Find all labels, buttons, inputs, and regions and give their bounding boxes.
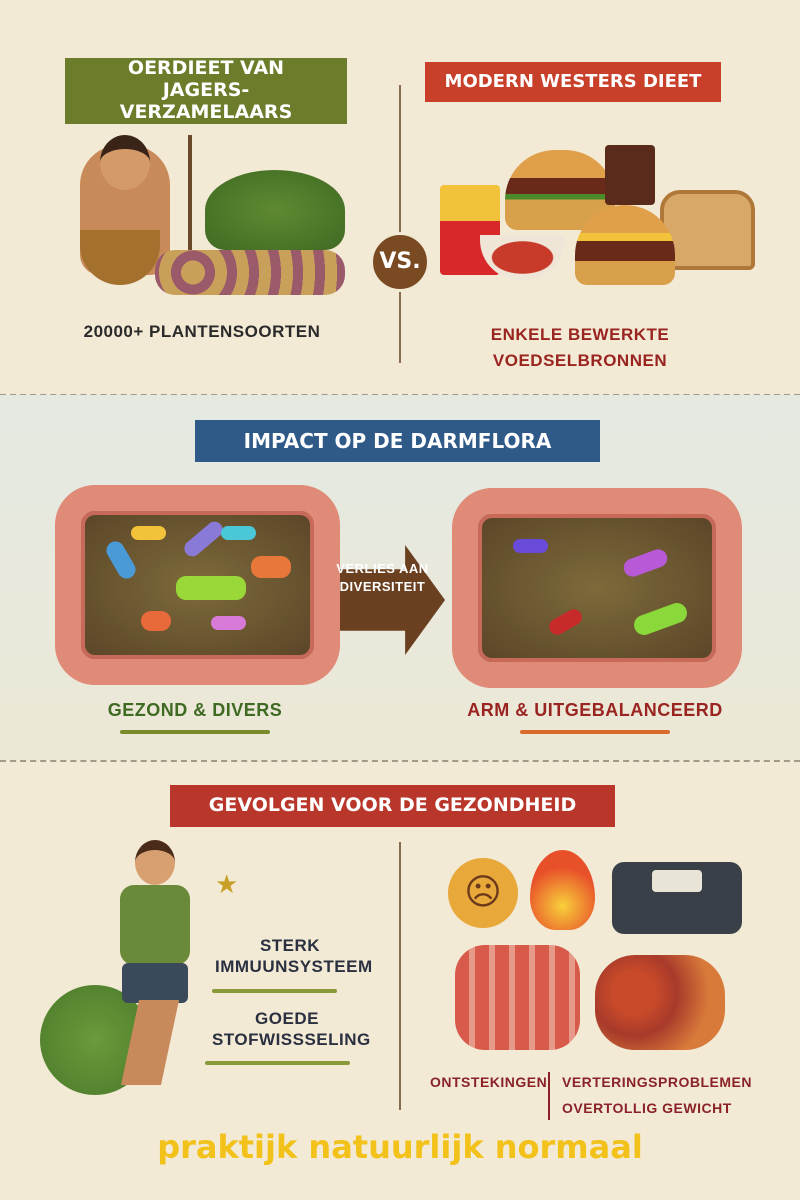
healthy-gut-illustration [55,485,340,685]
soda-cup-icon [605,145,655,205]
hunter-head [100,135,150,190]
vs-badge: VS. [370,232,430,292]
western-diet-banner: MODERN WESTERS DIEET [425,62,721,102]
vegetables-icon [205,170,345,250]
bacteria [251,556,291,578]
healthy-person-illustration: ★ [40,835,238,1105]
inflamed-tissue-icon [595,955,725,1050]
processed-food-caption: ENKELE BEWERKTE VOEDSELBRONNEN [490,325,670,370]
good-metabolism: GOEDE STOFWISSSELING [212,1009,371,1050]
top-divider [399,85,401,363]
metabolism-underline [205,1061,350,1065]
person-shirt [120,885,190,965]
bottom-divider [399,842,401,1110]
diversity-loss-label: VERLIES AAN DIVERSITEIT [336,561,429,594]
fire-icon [530,850,595,930]
bacteria [621,546,670,580]
bacteria [103,538,139,582]
section-divider-2 [0,760,800,762]
inflammation-label: ONTSTEKINGEN [430,1074,548,1090]
health-consequences-banner: GEVOLGEN VOOR DE GEZONDHEID [170,785,615,827]
scale-dial [652,870,702,892]
person-shorts [122,963,188,1003]
immune-underline [212,989,337,993]
bacteria [176,576,246,600]
healthy-gut-underline [120,730,270,734]
spear-icon [188,135,192,255]
overweight-label: OVERTOLLIG GEWICHT [562,1100,732,1116]
bacteria [131,526,166,540]
poor-gut-caption: ARM & UITGEBALANCEERD [467,700,723,720]
poor-gut-illustration [452,488,742,688]
bacteria [631,600,690,638]
intestine-icon [455,945,580,1050]
strong-immune-system: STERK IMMUUNSYSTEEM [215,936,373,977]
cheeseburger-icon [575,205,675,285]
hunter-gatherer-diet-banner: OERDIEET VAN JAGERS-VERZAMELAARS [65,57,347,124]
problems-divider [548,1072,550,1120]
bacteria [513,539,548,553]
plant-species-caption: 20000+ PLANTENSOORTEN [83,322,321,341]
star-icon: ★ [215,870,239,900]
processed-food-illustration [435,125,760,295]
sad-face-icon: ☹ [448,858,518,928]
digestive-problems-label: VERTERINGSPROBLEMEN [562,1074,752,1090]
bacteria [141,611,171,631]
scale-icon [612,862,742,934]
gut-flora-banner: IMPACT OP DE DARMFLORA [195,420,600,462]
basket-icon [80,230,160,285]
poor-gut-underline [520,730,670,734]
footer-brand: praktijk natuurlijk normaal [157,1128,643,1166]
person-head [135,840,175,885]
hunter-gatherer-illustration [60,135,350,305]
bacteria [211,616,246,630]
potatoes-icon [155,250,345,295]
healthy-gut-caption: GEZOND & DIVERS [107,700,283,720]
bacteria [546,606,585,638]
bacteria [221,526,256,540]
bacteria [181,518,226,560]
